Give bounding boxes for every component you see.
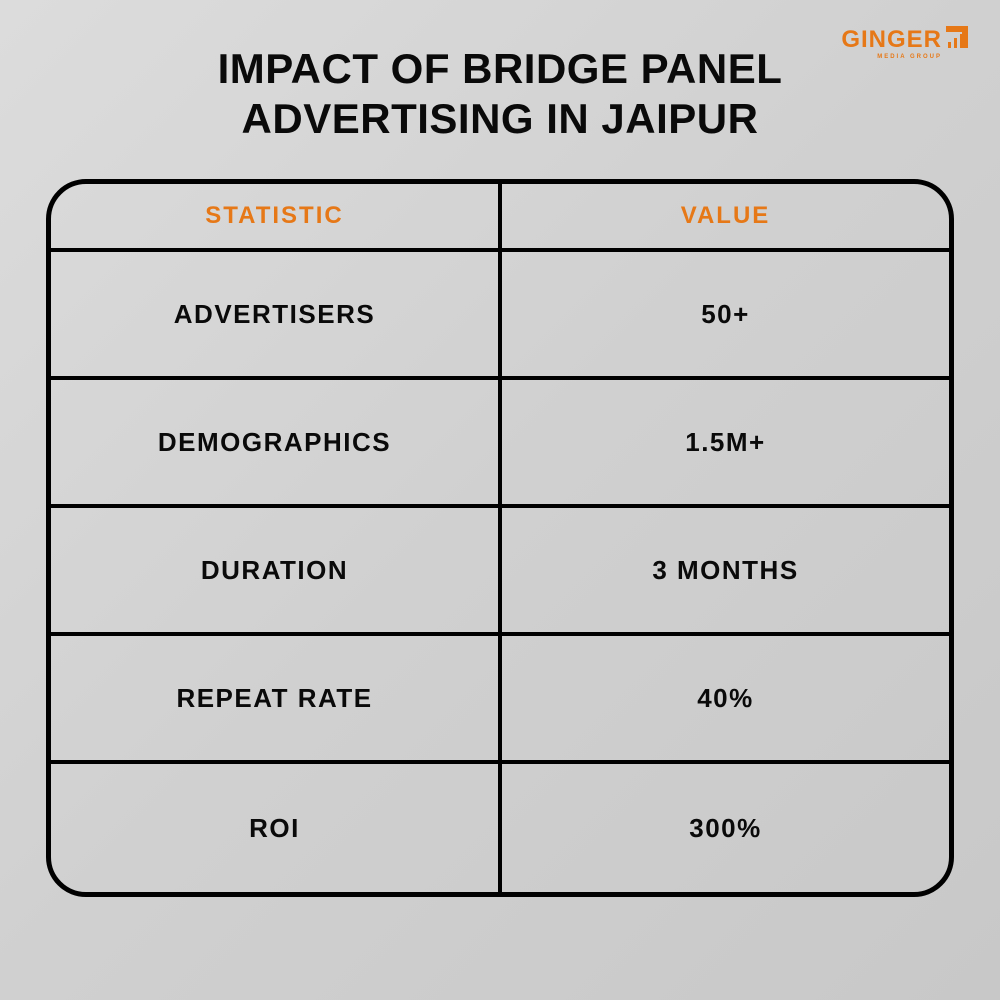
table-row: DEMOGRAPHICS 1.5M+ [51, 380, 949, 508]
table-row: ADVERTISERS 50+ [51, 252, 949, 380]
table-row: DURATION 3 MONTHS [51, 508, 949, 636]
stat-value: 300% [502, 764, 949, 892]
stats-table: STATISTIC VALUE ADVERTISERS 50+ DEMOGRAP… [46, 179, 954, 897]
table-header-row: STATISTIC VALUE [51, 184, 949, 252]
logo-subtitle: MEDIA GROUP [877, 54, 942, 60]
stat-value: 50+ [502, 252, 949, 380]
page-title: IMPACT OF BRIDGE PANEL ADVERTISING IN JA… [0, 0, 1000, 143]
logo-icon [946, 26, 968, 48]
stat-label: ROI [51, 764, 502, 892]
stat-label: DEMOGRAPHICS [51, 380, 502, 508]
stat-label: DURATION [51, 508, 502, 636]
table-row: REPEAT RATE 40% [51, 636, 949, 764]
title-line-2: ADVERTISING IN JAIPUR [0, 94, 1000, 144]
stat-label: REPEAT RATE [51, 636, 502, 764]
stat-label: ADVERTISERS [51, 252, 502, 380]
table-row: ROI 300% [51, 764, 949, 892]
logo-name: GINGER [841, 28, 942, 52]
col-header-statistic: STATISTIC [51, 184, 502, 252]
stat-value: 40% [502, 636, 949, 764]
col-header-value: VALUE [502, 184, 949, 252]
stat-value: 1.5M+ [502, 380, 949, 508]
stat-value: 3 MONTHS [502, 508, 949, 636]
brand-logo: GINGER MEDIA GROUP [841, 28, 968, 60]
